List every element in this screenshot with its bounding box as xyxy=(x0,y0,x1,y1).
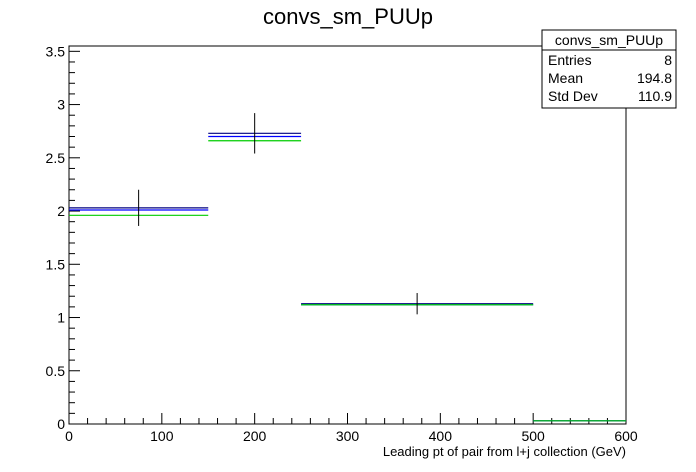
x-tick-label: 400 xyxy=(429,428,453,444)
stats-box-title: convs_sm_PUUp xyxy=(555,32,663,48)
x-tick-label: 100 xyxy=(150,428,174,444)
histogram-marks xyxy=(69,113,626,422)
x-tick-label: 0 xyxy=(65,428,73,444)
y-tick-label: 2.5 xyxy=(46,150,66,166)
y-tick-label: 0.5 xyxy=(46,363,66,379)
y-tick-label: 3 xyxy=(57,97,65,113)
stats-mean-label: Mean xyxy=(548,70,583,86)
x-tick-label: 300 xyxy=(336,428,360,444)
axes: 0 100 200 300 400 500 600 0 0.5 1 1.5 2 2.5 3 3.5 xyxy=(46,43,638,444)
x-tick-label: 500 xyxy=(521,428,545,444)
y-tick-label: 0 xyxy=(57,416,65,432)
x-tick-label: 600 xyxy=(614,428,638,444)
stats-stddev-value: 110.9 xyxy=(638,88,672,104)
stats-box: convs_sm_PUUp Entries 8 Mean 194.8 Std D… xyxy=(541,29,677,109)
y-tick-label: 2 xyxy=(57,203,65,219)
stats-mean-value: 194.8 xyxy=(637,70,672,86)
stats-box-frame xyxy=(541,29,677,109)
y-tick-label: 1.5 xyxy=(46,256,66,272)
y-tick-label: 1 xyxy=(57,310,65,326)
stats-entries-value: 8 xyxy=(664,52,672,68)
stats-stddev-label: Std Dev xyxy=(548,88,598,104)
x-tick-label: 200 xyxy=(243,428,267,444)
x-axis-label: Leading pt of pair from l+j collection (… xyxy=(383,444,626,459)
chart-title: convs_sm_PUUp xyxy=(263,4,433,29)
y-tick-label: 3.5 xyxy=(46,43,66,59)
stats-entries-label: Entries xyxy=(548,52,592,68)
